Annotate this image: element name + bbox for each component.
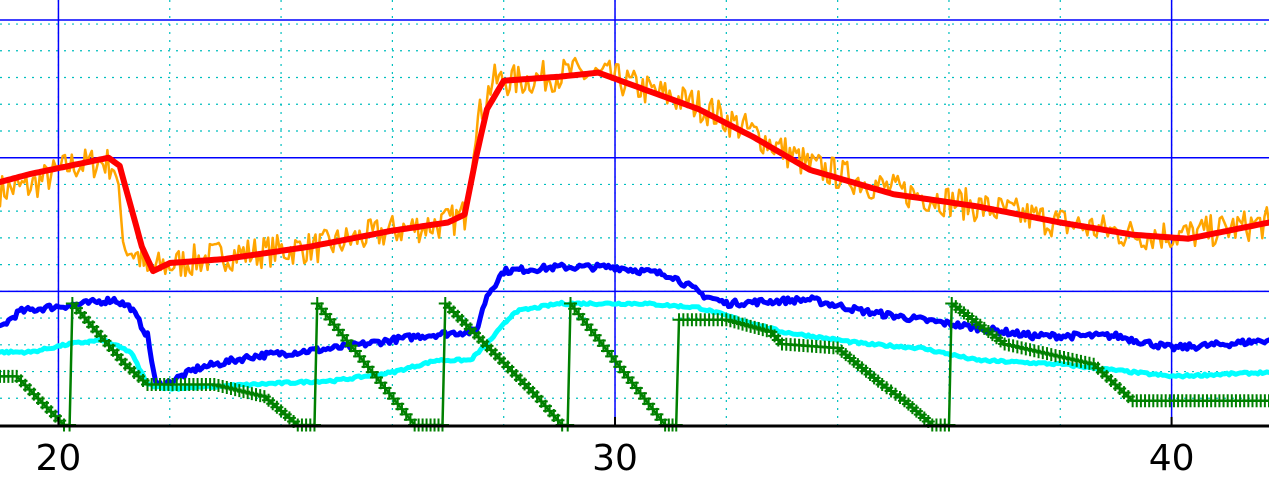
x-tick-label: 30 xyxy=(592,438,638,479)
x-tick-label: 20 xyxy=(36,438,82,479)
x-tick-label: 40 xyxy=(1149,438,1195,479)
series-line-blue xyxy=(0,261,1269,391)
series-layer xyxy=(0,56,1269,432)
marker-plus xyxy=(1262,394,1269,408)
grid xyxy=(0,0,1269,425)
series-line-cyan xyxy=(0,299,1269,392)
x-tick-labels: 20 30 40 xyxy=(36,417,1195,479)
series-red-smooth xyxy=(0,69,1269,275)
series-cyan xyxy=(0,299,1269,392)
series-line-orange-noisy xyxy=(0,56,1269,278)
series-blue xyxy=(0,261,1269,391)
series-orange-noisy xyxy=(0,56,1269,278)
series-line-red-smooth xyxy=(0,69,1269,275)
